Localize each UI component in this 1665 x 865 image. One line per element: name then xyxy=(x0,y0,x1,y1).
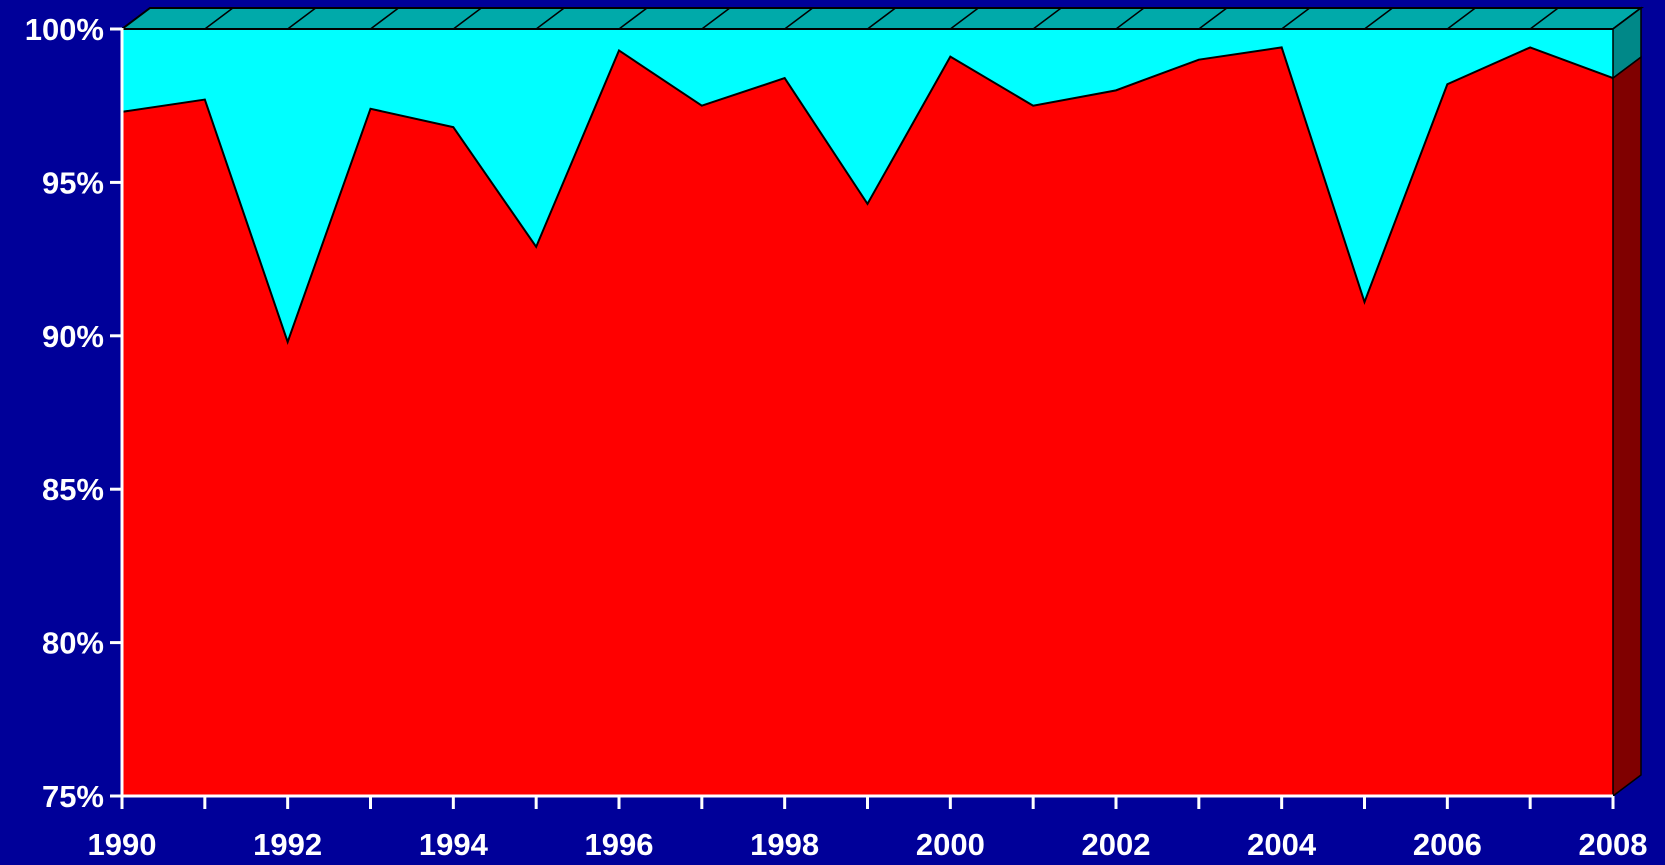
data-point-1998 xyxy=(783,77,786,79)
top-face-divider xyxy=(287,7,317,30)
side-face-lower xyxy=(1612,55,1642,798)
top-face-divider xyxy=(204,7,234,30)
y-tick-label: 75% xyxy=(42,779,104,814)
top-face-divider xyxy=(535,7,565,30)
x-tick-label: 2008 xyxy=(1579,827,1648,860)
x-tick-label: 1992 xyxy=(253,827,322,860)
top-face-divider xyxy=(949,7,979,30)
data-point-1999 xyxy=(866,203,869,205)
data-point-1994 xyxy=(452,126,455,128)
top-face-divider xyxy=(701,7,731,30)
data-point-2001 xyxy=(1032,104,1034,107)
data-point-1993 xyxy=(369,107,372,110)
data-point-1997 xyxy=(701,104,703,107)
top-face-divider xyxy=(784,7,814,30)
series-1-area xyxy=(122,47,1613,796)
x-tick-label: 2004 xyxy=(1247,827,1317,860)
top-face-divider xyxy=(1032,7,1062,30)
top-face-divider xyxy=(370,7,399,30)
data-point-2002 xyxy=(1115,89,1117,92)
top-face-divider xyxy=(1364,7,1393,30)
y-tick-label: 90% xyxy=(42,319,104,354)
data-point-1991 xyxy=(204,98,206,101)
data-point-1992 xyxy=(286,341,289,343)
data-point-2004 xyxy=(1280,46,1283,49)
plot-areas xyxy=(121,29,1614,796)
x-tick-label: 1996 xyxy=(585,827,654,860)
data-point-2006 xyxy=(1446,83,1449,86)
data-point-2000 xyxy=(949,55,952,58)
top-face-divider xyxy=(1281,7,1311,30)
y-tick-label: 100% xyxy=(25,12,104,47)
top-face-divider xyxy=(1446,7,1476,30)
data-point-2005 xyxy=(1363,301,1366,303)
y-tick-label: 85% xyxy=(42,472,104,507)
y-tick-label: 80% xyxy=(42,626,104,661)
top-face-divider xyxy=(1529,7,1559,30)
x-tick-label: 2006 xyxy=(1413,827,1482,860)
series-2-area xyxy=(122,29,1613,342)
data-point-2007 xyxy=(1529,46,1531,49)
data-point-1995 xyxy=(535,246,537,248)
axes xyxy=(110,27,1615,809)
data-point-1996 xyxy=(618,49,620,52)
top-face-divider xyxy=(618,7,648,30)
x-tick-label: 1994 xyxy=(419,827,489,860)
top-face-divider xyxy=(452,7,482,30)
depth-faces xyxy=(119,6,1644,798)
top-face-divider xyxy=(1198,7,1228,30)
x-tick-label: 2002 xyxy=(1082,827,1151,860)
top-face-divider xyxy=(867,7,896,30)
y-tick-label: 95% xyxy=(42,165,104,200)
top-face-divider xyxy=(1115,7,1145,30)
tick-labels: 75% 80% 85% 90% 95% 100% 1990 1992 1994 1996 1998 2… xyxy=(25,12,1648,862)
x-tick-label: 1998 xyxy=(750,827,819,860)
data-point-2003 xyxy=(1198,58,1200,61)
x-tick-label: 2000 xyxy=(916,827,985,860)
x-tick-label: 1990 xyxy=(88,827,157,860)
